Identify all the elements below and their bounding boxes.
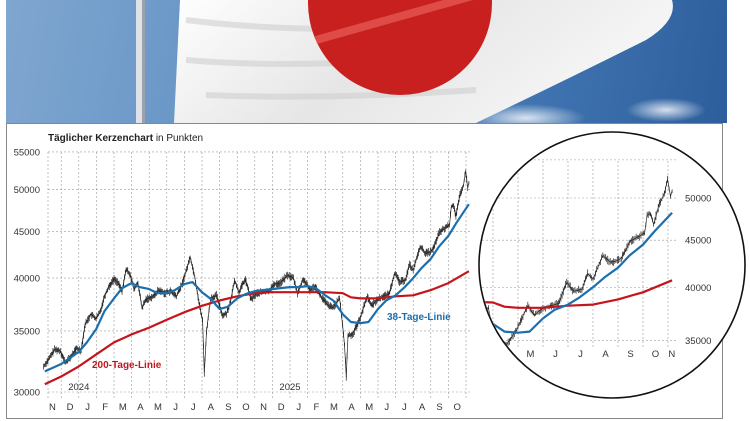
x-tick-label: J bbox=[384, 402, 389, 413]
x-tick-label: A bbox=[419, 402, 426, 413]
main-series bbox=[43, 169, 470, 386]
inset-x-tick-label: S bbox=[627, 349, 633, 360]
x-tick-label: O bbox=[454, 402, 461, 413]
x-tick-label: N bbox=[260, 402, 267, 413]
x-tick-label: F bbox=[102, 402, 108, 413]
x-tick-label: M bbox=[154, 402, 162, 413]
ma38-line bbox=[44, 203, 470, 373]
inset-x-tick-label: N bbox=[668, 349, 675, 360]
y-tick-label: 30000 bbox=[14, 388, 40, 399]
x-tick-label: J bbox=[402, 402, 407, 413]
inset-y-tick-label: 45000 bbox=[685, 236, 711, 247]
x-tick-label: J bbox=[85, 402, 90, 413]
inset-x-tick-label: J bbox=[578, 349, 583, 360]
x-tick-label: M bbox=[330, 402, 338, 413]
main-grid bbox=[47, 151, 472, 398]
inset-x-tick-label: A bbox=[602, 349, 609, 360]
inset-x-tick-label: J bbox=[553, 349, 558, 360]
y-tick-label: 55000 bbox=[14, 147, 40, 158]
inset-circle-background bbox=[479, 132, 745, 398]
price-line bbox=[43, 171, 470, 378]
x-tick-label: J bbox=[296, 402, 301, 413]
ma38-label: 38-Tage-Linie bbox=[387, 312, 451, 323]
inset-x-tick-label: M bbox=[527, 349, 535, 360]
inset-ma38-line bbox=[480, 211, 673, 383]
x-tick-label: M bbox=[119, 402, 127, 413]
x-tick-label: D bbox=[278, 402, 285, 413]
chart-title: Täglicher Kerzenchart in Punkten bbox=[48, 133, 203, 144]
x-tick-label: M bbox=[365, 402, 373, 413]
header-photo-japan-flag bbox=[6, 0, 727, 123]
y-tick-label: 35000 bbox=[14, 326, 40, 337]
ma200-label: 200-Tage-Linie bbox=[92, 360, 162, 371]
x-tick-label: F bbox=[313, 402, 319, 413]
year-label: 2024 bbox=[68, 382, 89, 393]
x-tick-label: S bbox=[225, 402, 231, 413]
x-tick-label: A bbox=[137, 402, 144, 413]
y-tick-label: 45000 bbox=[14, 227, 40, 238]
x-tick-label: A bbox=[208, 402, 215, 413]
x-tick-label: N bbox=[49, 402, 56, 413]
x-tick-label: O bbox=[242, 402, 249, 413]
x-tick-label: J bbox=[191, 402, 196, 413]
chart-title-unit: in Punkten bbox=[153, 133, 204, 144]
x-tick-label: D bbox=[67, 402, 74, 413]
x-tick-label: S bbox=[436, 402, 442, 413]
inset-y-tick-label: 50000 bbox=[685, 194, 711, 205]
inset-grid bbox=[480, 159, 677, 348]
flag-red-disc bbox=[308, 0, 492, 95]
inset-y-tick-label: 35000 bbox=[685, 336, 711, 347]
flag-illustration bbox=[136, 0, 706, 123]
y-tick-label: 50000 bbox=[14, 185, 40, 196]
inset-axis-labels: 50000 45000 40000 35000 M J J A S O N bbox=[527, 194, 712, 361]
x-tick-label: A bbox=[348, 402, 355, 413]
y-tick-label: 40000 bbox=[14, 274, 40, 285]
year-label: 2025 bbox=[279, 382, 300, 393]
inset-y-tick-label: 40000 bbox=[685, 283, 711, 294]
inset-x-tick-label: O bbox=[652, 349, 659, 360]
x-tick-label: J bbox=[173, 402, 178, 413]
flagpole bbox=[136, 0, 144, 123]
chart-title-bold: Täglicher Kerzenchart bbox=[48, 133, 154, 144]
inset-circle-border bbox=[478, 131, 746, 399]
